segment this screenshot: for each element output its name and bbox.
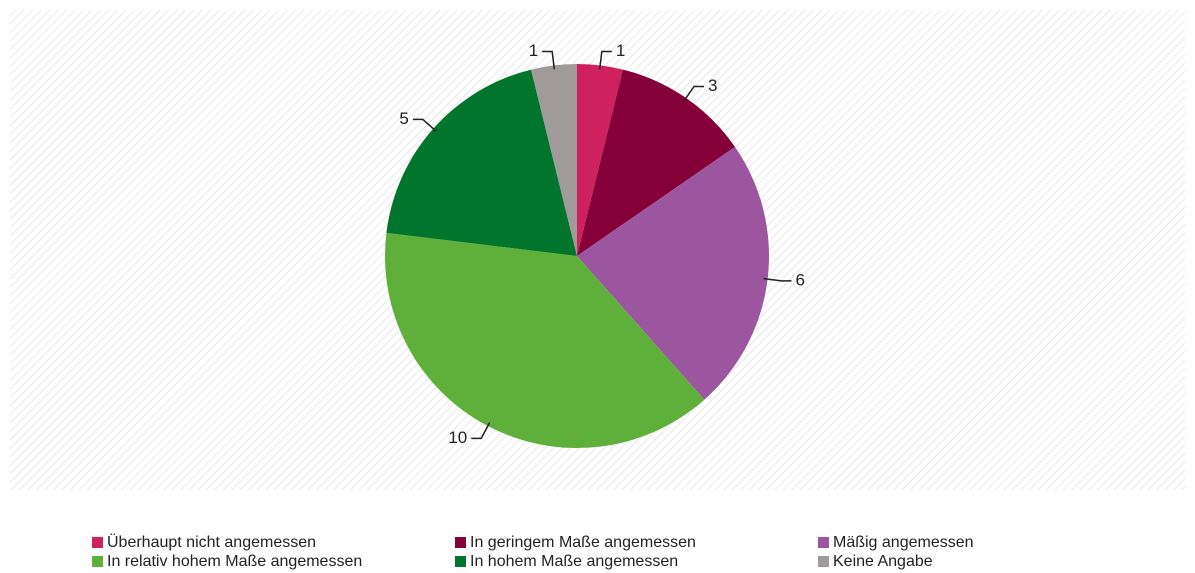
data-label: 5 — [399, 109, 408, 128]
leader-line — [412, 118, 437, 132]
legend-label: Überhaupt nicht angemessen — [107, 533, 316, 551]
data-label: 3 — [708, 76, 717, 95]
pie-slice — [386, 69, 577, 257]
legend-swatch — [455, 556, 466, 567]
leader-line — [471, 422, 491, 440]
legend-label: In geringem Maße angemessen — [470, 534, 696, 551]
legend-swatch — [92, 556, 103, 567]
pie-slice — [385, 232, 705, 449]
pie-slice — [577, 69, 736, 257]
leader-line — [763, 277, 792, 282]
leader-line — [598, 50, 612, 70]
leader-line — [542, 50, 556, 70]
pie-slice — [577, 146, 769, 400]
legend-label: Keine Angabe — [833, 553, 933, 570]
pie-slice — [531, 64, 577, 256]
pie-slice — [577, 64, 623, 256]
legend-label: Mäßig angemessen — [833, 534, 974, 551]
legend-swatch — [455, 537, 466, 548]
legend-swatch — [818, 556, 829, 567]
leader-line — [683, 85, 705, 102]
data-label: 1 — [616, 41, 625, 60]
legend-swatch — [92, 537, 103, 548]
legend-swatch — [818, 537, 829, 548]
data-label: 10 — [448, 428, 467, 447]
legend-label: In relativ hohem Maße angemessen — [107, 553, 362, 570]
legend-label: In hohem Maße angemessen — [470, 553, 678, 570]
data-label: 6 — [795, 270, 804, 289]
data-label: 1 — [529, 41, 538, 60]
